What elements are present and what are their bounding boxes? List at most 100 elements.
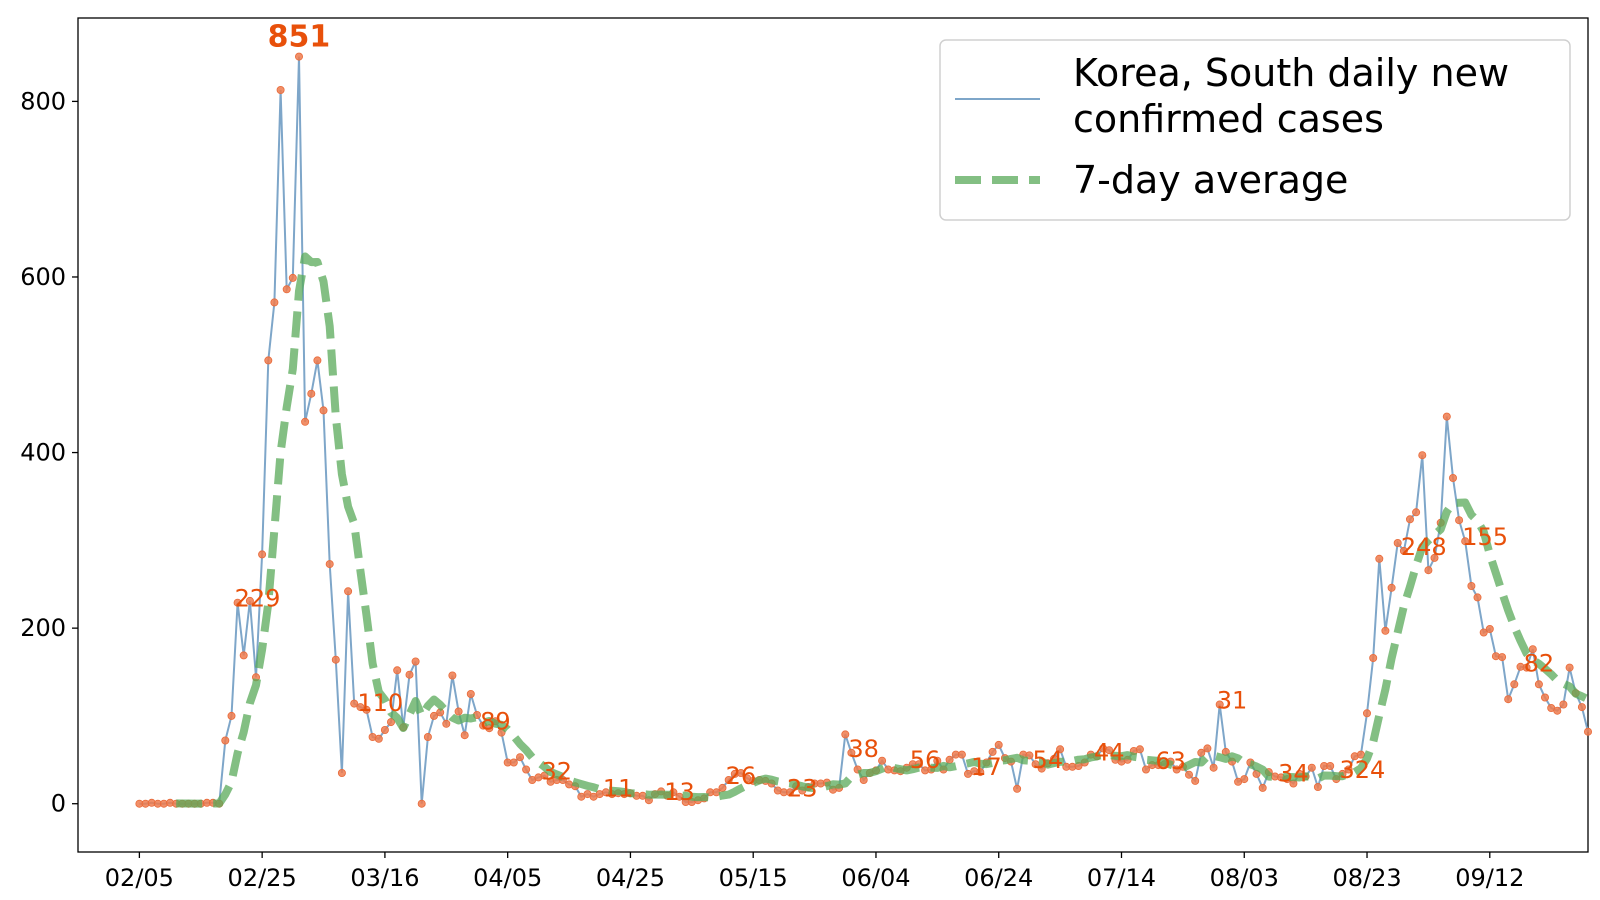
daily-point bbox=[393, 666, 402, 675]
daily-point bbox=[516, 753, 525, 762]
daily-point bbox=[325, 560, 334, 569]
daily-point bbox=[1577, 703, 1586, 712]
daily-point bbox=[1375, 554, 1384, 563]
y-tick-label: 0 bbox=[51, 790, 66, 818]
data-label: 38 bbox=[848, 735, 879, 763]
y-tick-label: 800 bbox=[20, 87, 66, 115]
daily-point bbox=[276, 86, 285, 95]
daily-point bbox=[1565, 663, 1574, 672]
daily-point bbox=[1197, 748, 1206, 757]
daily-point bbox=[509, 758, 518, 767]
data-label: 13 bbox=[664, 778, 695, 806]
daily-point bbox=[1553, 706, 1562, 715]
daily-point bbox=[1363, 709, 1372, 718]
legend: Korea, South daily new confirmed cases 7… bbox=[939, 39, 1571, 221]
daily-point bbox=[1369, 654, 1378, 663]
daily-point bbox=[288, 273, 297, 282]
legend-daily-label-line1: Korea, South daily new bbox=[1073, 51, 1509, 95]
data-label: 110 bbox=[357, 689, 403, 717]
daily-point bbox=[239, 651, 248, 660]
x-tick-label: 09/12 bbox=[1455, 864, 1524, 892]
data-label: 324 bbox=[1339, 756, 1385, 784]
daily-point bbox=[1449, 473, 1458, 482]
daily-point bbox=[282, 285, 291, 294]
daily-point bbox=[1191, 776, 1200, 785]
daily-point bbox=[258, 550, 267, 559]
legend-box bbox=[939, 39, 1571, 221]
daily-point bbox=[1056, 745, 1065, 754]
daily-point bbox=[1534, 680, 1543, 689]
daily-point bbox=[1326, 762, 1335, 771]
daily-point bbox=[1498, 653, 1507, 662]
daily-point bbox=[1013, 784, 1022, 793]
daily-point bbox=[233, 598, 242, 607]
daily-point bbox=[1528, 645, 1537, 654]
daily-point bbox=[429, 711, 438, 720]
x-tick-label: 05/15 bbox=[719, 864, 788, 892]
daily-point bbox=[1559, 700, 1568, 709]
daily-point bbox=[331, 655, 340, 664]
daily-point bbox=[270, 298, 279, 307]
daily-point bbox=[1510, 680, 1519, 689]
daily-point bbox=[221, 736, 230, 745]
daily-point bbox=[454, 707, 463, 716]
peak-label: 851 bbox=[268, 20, 331, 55]
daily-point bbox=[1203, 744, 1212, 753]
daily-point bbox=[1307, 763, 1316, 772]
daily-point bbox=[1105, 746, 1114, 755]
daily-point bbox=[344, 587, 353, 596]
data-label: 155 bbox=[1462, 523, 1508, 551]
daily-point bbox=[264, 356, 273, 365]
data-label: 56 bbox=[910, 746, 941, 774]
daily-point bbox=[994, 740, 1003, 749]
daily-point bbox=[1473, 593, 1482, 602]
y-tick-label: 600 bbox=[20, 263, 66, 291]
daily-point bbox=[1455, 516, 1464, 525]
daily-point bbox=[1584, 727, 1593, 736]
daily-point bbox=[957, 750, 966, 759]
daily-point bbox=[1240, 775, 1249, 784]
data-label: 17 bbox=[971, 753, 1002, 781]
daily-point bbox=[847, 748, 856, 757]
daily-point bbox=[1381, 626, 1390, 635]
daily-point bbox=[1485, 625, 1494, 634]
x-tick-label: 02/25 bbox=[228, 864, 297, 892]
y-tick-label: 200 bbox=[20, 614, 66, 642]
y-tick-label: 400 bbox=[20, 439, 66, 467]
data-label: 54 bbox=[1033, 746, 1064, 774]
daily-point bbox=[1344, 765, 1353, 774]
daily-point bbox=[423, 733, 432, 742]
daily-point bbox=[362, 705, 371, 714]
data-label: 26 bbox=[726, 762, 757, 790]
axes-frame bbox=[77, 17, 1589, 853]
daily-point bbox=[386, 718, 395, 727]
x-tick-label: 06/24 bbox=[964, 864, 1033, 892]
daily-point bbox=[350, 699, 359, 708]
legend-daily-label-line2: confirmed cases bbox=[1073, 97, 1384, 141]
daily-point bbox=[301, 417, 310, 426]
daily-point bbox=[1313, 783, 1322, 792]
daily-point bbox=[1406, 515, 1415, 524]
daily-point bbox=[466, 690, 475, 699]
daily-point bbox=[1424, 566, 1433, 575]
daily-point bbox=[1522, 663, 1531, 672]
x-tick-label: 08/03 bbox=[1210, 864, 1279, 892]
daily-point bbox=[522, 765, 531, 774]
daily-point bbox=[405, 670, 414, 679]
daily-point bbox=[1387, 583, 1396, 592]
daily-point bbox=[736, 769, 745, 778]
x-tick-label: 04/25 bbox=[596, 864, 665, 892]
daily-point bbox=[307, 389, 316, 398]
daily-point bbox=[1258, 783, 1267, 792]
daily-point bbox=[786, 788, 795, 797]
daily-point bbox=[1209, 763, 1218, 772]
daily-point bbox=[878, 756, 887, 765]
daily-point bbox=[1541, 693, 1550, 702]
daily-point bbox=[294, 52, 303, 61]
daily-point bbox=[313, 356, 322, 365]
data-label: 23 bbox=[787, 774, 818, 802]
data-label: 89 bbox=[480, 708, 511, 736]
data-label: 11 bbox=[603, 774, 634, 802]
daily-point bbox=[1135, 745, 1144, 754]
